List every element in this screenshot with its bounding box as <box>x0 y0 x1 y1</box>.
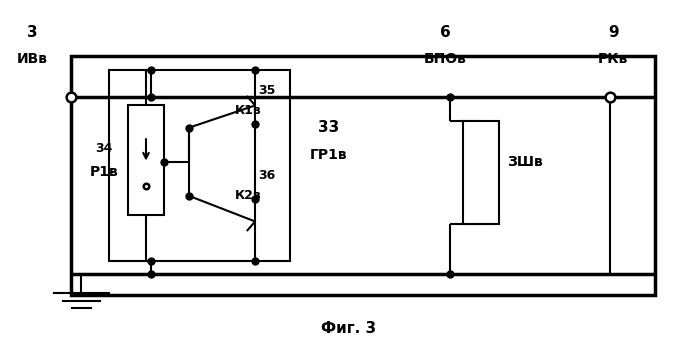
Bar <box>128 106 164 215</box>
Text: РКв: РКв <box>598 52 628 66</box>
Text: ГР1в: ГР1в <box>309 148 347 162</box>
Text: 6: 6 <box>440 25 450 40</box>
Text: ИВв: ИВв <box>17 52 48 66</box>
Text: 3: 3 <box>27 25 38 40</box>
Text: БПОв: БПОв <box>424 52 466 66</box>
Text: К1в: К1в <box>235 104 262 117</box>
Text: ЗШв: ЗШв <box>507 155 543 169</box>
Text: 34: 34 <box>96 142 113 154</box>
Text: К2в: К2в <box>235 190 262 202</box>
Bar <box>463 121 499 224</box>
Text: 36: 36 <box>258 169 276 182</box>
Bar <box>109 69 290 261</box>
Text: 35: 35 <box>258 84 276 97</box>
Text: Р1в: Р1в <box>90 165 119 179</box>
Bar <box>71 56 655 295</box>
Text: Фиг. 3: Фиг. 3 <box>322 321 376 336</box>
Text: 9: 9 <box>608 25 618 40</box>
Text: 33: 33 <box>318 120 339 135</box>
